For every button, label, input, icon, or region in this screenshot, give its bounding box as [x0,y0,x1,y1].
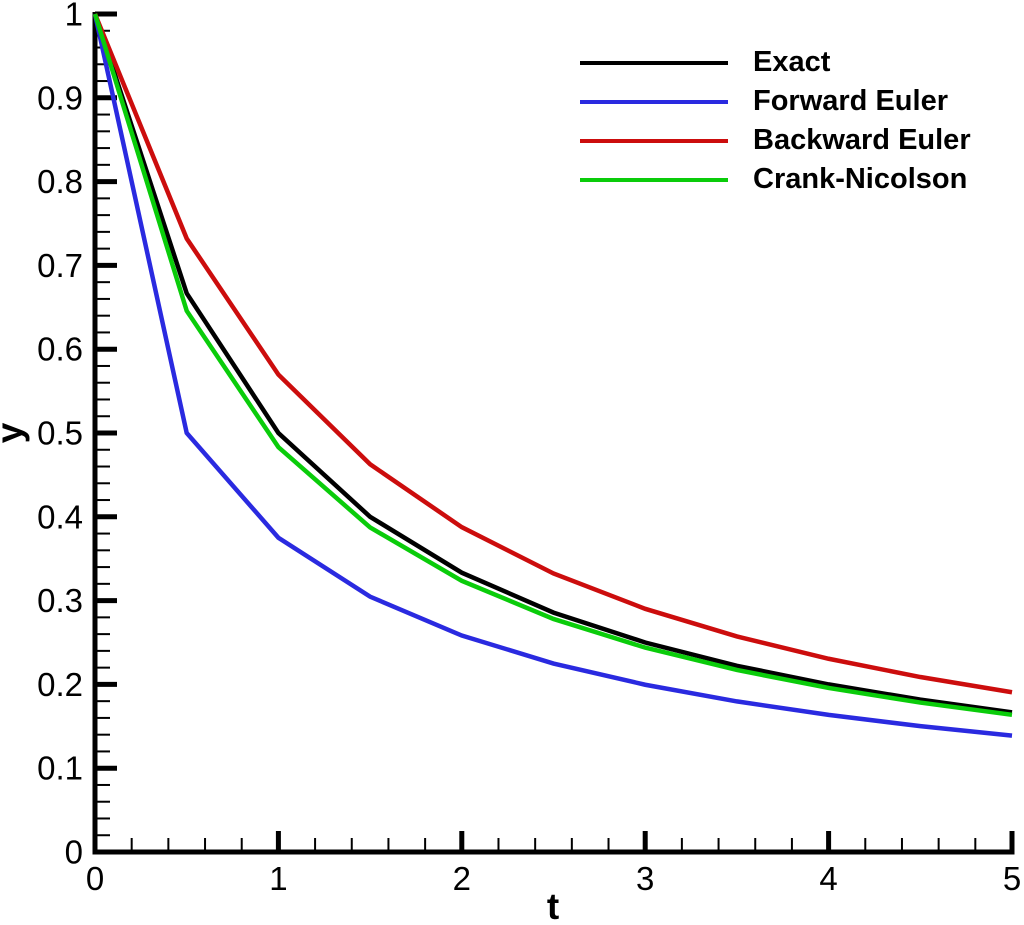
y-tick-label: 0.7 [37,247,83,284]
y-tick-label: 0.5 [37,415,83,452]
legend-line-swatch [580,99,728,104]
x-tick-label: 3 [636,860,654,897]
y-tick-label: 0.4 [37,498,83,535]
series-line-crank-nicolson [92,13,1013,718]
x-tick-label: 2 [453,860,471,897]
y-tick-label: 0.3 [37,582,83,619]
legend-label: Backward Euler [753,124,971,156]
x-tick-label: 0 [86,860,104,897]
chart-legend: Exact Forward Euler Backward Euler Crank-Ni… [580,43,971,199]
x-axis-title: t [547,886,559,925]
y-tick-label: 0.2 [37,666,83,703]
legend-entry-backward-euler: Backward Euler [580,121,971,160]
y-tick-label: 0.8 [37,163,83,200]
legend-line-swatch [580,177,728,182]
legend-entry-crank-nicolson: Crank-Nicolson [580,160,971,199]
x-tick-label: 1 [269,860,287,897]
series-line-backward-euler [92,13,1013,695]
series-line-forward-euler [92,13,1013,738]
series-line-exact [92,13,1013,715]
y-tick-label: 0.9 [37,79,83,116]
legend-label: Exact [753,46,831,78]
x-tick-label: 4 [819,860,837,897]
legend-entry-exact: Exact [580,43,971,82]
x-tick-label: 5 [1003,860,1021,897]
legend-line-swatch [580,60,728,65]
legend-entry-forward-euler: Forward Euler [580,82,971,121]
legend-line-swatch [580,138,728,143]
y-tick-label: 0 [65,834,83,871]
y-tick-label: 0.6 [37,331,83,368]
y-tick-label: 0.1 [37,750,83,787]
y-axis-title: y [0,422,30,443]
y-tick-label: 1 [65,0,83,33]
legend-label: Forward Euler [753,85,948,117]
legend-label: Crank-Nicolson [753,163,968,195]
